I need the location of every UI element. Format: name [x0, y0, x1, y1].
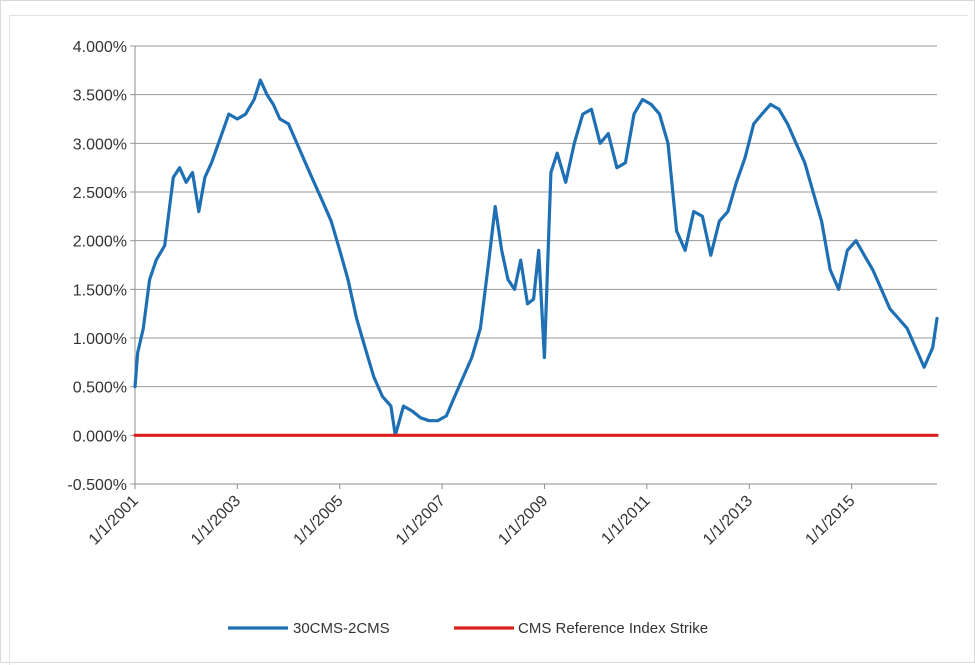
x-tick-label: 1/1/2005	[291, 492, 347, 548]
y-tick-label: 4.000%	[73, 39, 127, 56]
axes	[130, 45, 937, 489]
y-tick-label: 2.000%	[73, 234, 127, 251]
x-tick-label: 1/1/2013	[700, 492, 756, 548]
x-tick-label: 1/1/2001	[86, 492, 142, 548]
y-tick-label: 3.000%	[73, 136, 127, 153]
y-tick-label: -0.500%	[67, 477, 127, 494]
y-tick-label: 1.500%	[73, 282, 127, 299]
x-tick-label: 1/1/2007	[393, 492, 449, 548]
series-lines	[133, 78, 939, 437]
series-line-30cms-2cms	[133, 78, 939, 437]
y-tick-label: 0.000%	[73, 428, 127, 445]
y-tick-label: 0.500%	[73, 380, 127, 397]
legend-label: CMS Reference Index Strike	[518, 620, 708, 637]
legend: 30CMS-2CMS CMS Reference Index Strike	[228, 620, 708, 637]
chart-area-border	[9, 15, 968, 665]
x-tick-label: 1/1/2015	[802, 492, 858, 548]
legend-label: 30CMS-2CMS	[293, 620, 390, 637]
x-tick-labels: 1/1/2001 1/1/2003 1/1/2005 1/1/2007 1/1/2009…	[86, 492, 859, 548]
y-tick-label: 1.000%	[73, 331, 127, 348]
y-tick-label: 2.500%	[73, 185, 127, 202]
x-tick-label: 1/1/2011	[598, 492, 653, 547]
x-tick-label: 1/1/2009	[495, 492, 551, 548]
x-tick-label: 1/1/2003	[188, 492, 244, 548]
y-tick-labels: -0.500% 0.000% 0.500% 1.000% 1.500% 2.000% 2.5…	[67, 39, 127, 494]
y-tick-label: 3.500%	[73, 88, 127, 105]
